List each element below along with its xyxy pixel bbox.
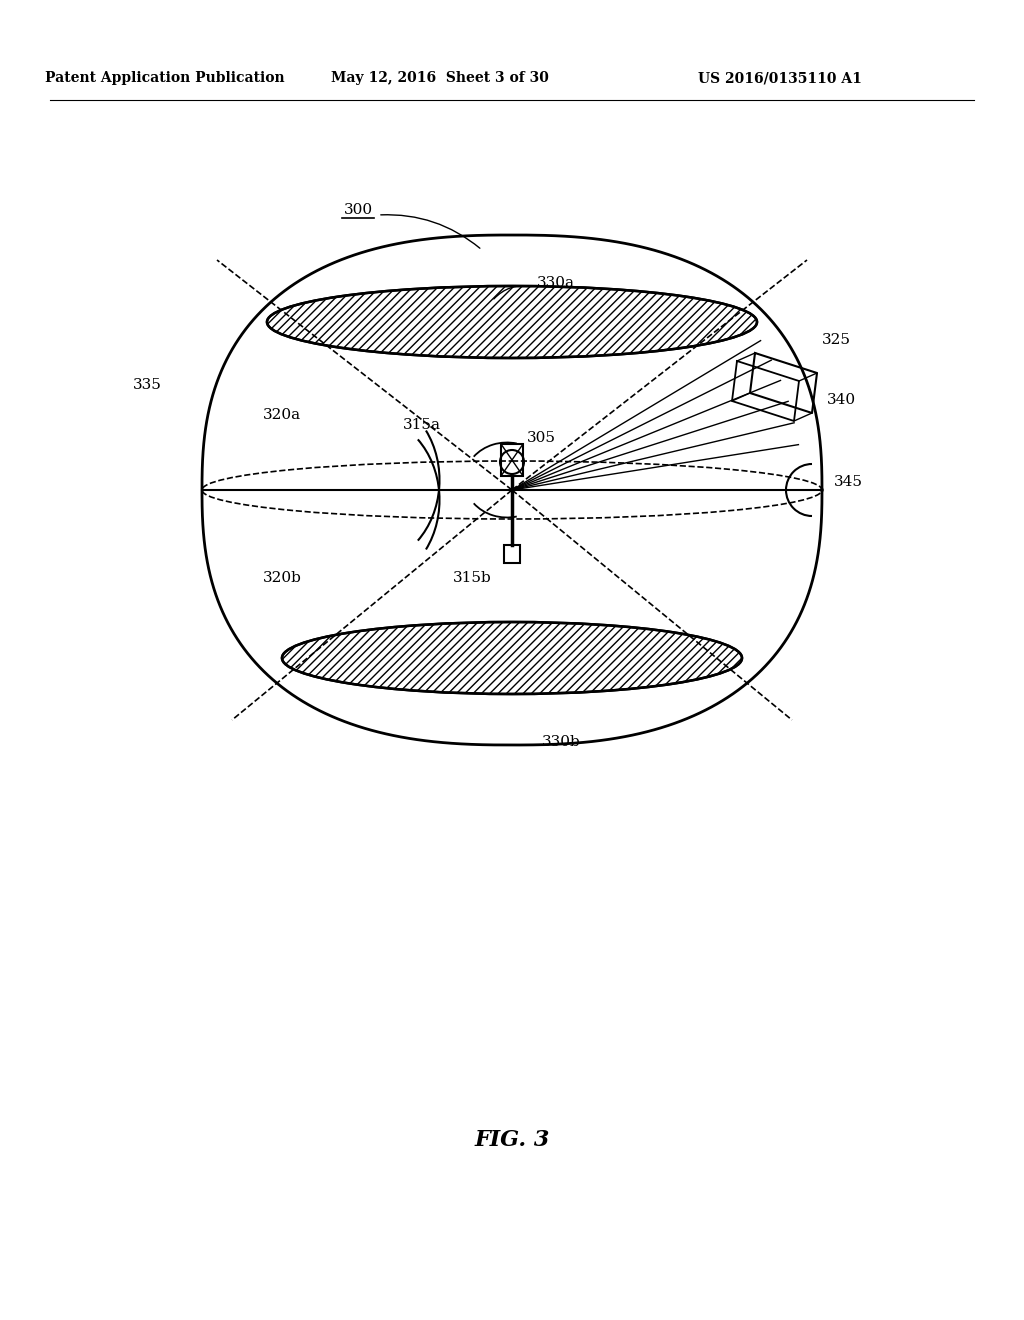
Text: US 2016/0135110 A1: US 2016/0135110 A1 [698,71,862,84]
Text: 320b: 320b [262,572,301,585]
Bar [501,444,523,477]
Text: Patent Application Publication: Patent Application Publication [45,71,285,84]
Text: 315a: 315a [403,418,441,432]
Bar [504,545,520,564]
Text: 335: 335 [132,378,162,392]
Ellipse shape [282,622,742,694]
Text: 330b: 330b [542,735,581,748]
Text: May 12, 2016  Sheet 3 of 30: May 12, 2016 Sheet 3 of 30 [331,71,549,84]
Text: 330a: 330a [537,276,575,290]
Text: 305: 305 [527,432,556,445]
Text: 340: 340 [827,393,856,407]
Text: 300: 300 [343,203,373,216]
Text: 325: 325 [822,333,851,347]
Text: 345: 345 [834,475,863,488]
Text: 320a: 320a [263,408,301,422]
Text: FIG. 3: FIG. 3 [474,1129,550,1151]
Ellipse shape [267,286,757,358]
Text: 315b: 315b [453,572,492,585]
